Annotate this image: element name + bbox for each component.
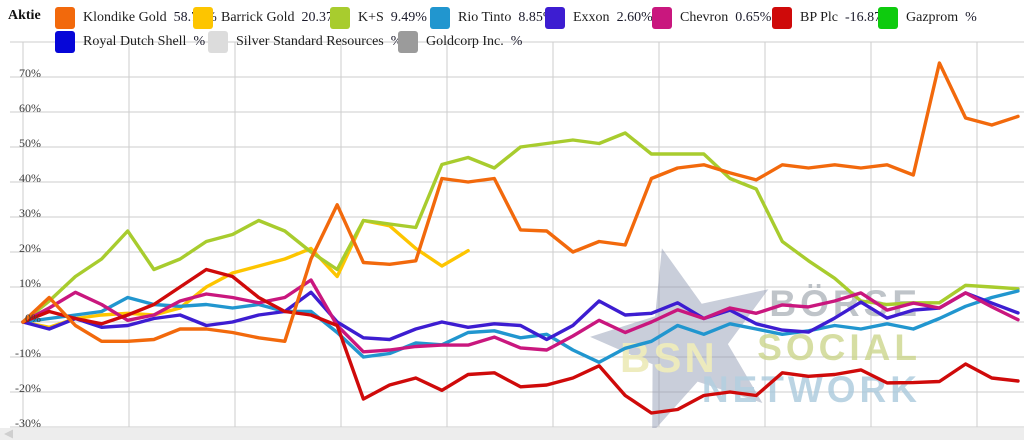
legend-swatch-rio-tinto	[430, 7, 450, 29]
legend-label: Silver Standard Resources	[236, 34, 384, 49]
y-tick-label: 50%	[19, 136, 41, 150]
bsn-star-logo	[590, 248, 769, 433]
legend-value: 9.49%	[390, 10, 427, 25]
horizontal-scrollbar[interactable]	[0, 428, 1024, 440]
legend-label: Klondike Gold	[83, 10, 167, 25]
legend-swatch-goldcorp-inc	[398, 31, 418, 53]
legend-item-barrick-gold: Barrick Gold 20.37%	[193, 6, 345, 30]
legend-label: Chevron	[680, 10, 729, 25]
series-line-klondike-gold	[21, 61, 1020, 343]
legend-item-rio-tinto: Rio Tinto 8.85%	[430, 6, 555, 30]
legend-label: Barrick Gold	[221, 10, 295, 25]
legend-swatch-chevron	[652, 7, 672, 29]
y-tick-label: 20%	[19, 241, 41, 255]
legend-swatch-klondike-gold	[55, 7, 75, 29]
legend-label: Gazprom	[906, 10, 959, 25]
series-line-rio-tinto	[21, 289, 1020, 364]
legend-value: %	[193, 34, 206, 49]
legend-value: %	[510, 34, 523, 49]
legend: Aktie Klondike Gold58.75%Barrick Gold20.…	[0, 0, 1024, 56]
series-line-barrick-gold	[21, 218, 470, 329]
scrollbar-left-arrow-icon[interactable]	[4, 429, 13, 439]
y-tick-label: 70%	[19, 66, 41, 80]
legend-item-gazprom: Gazprom%	[878, 6, 977, 30]
y-tick-label: 0%	[25, 311, 41, 325]
y-tick-label: -20%	[15, 381, 41, 395]
legend-swatch-k-s	[330, 7, 350, 29]
legend-swatch-bp-plc	[772, 7, 792, 29]
legend-value: %	[965, 10, 977, 25]
y-axis-labels: 70% 60% 50% 40% 30% 20% 10% 0% -10% -20% -30%	[15, 66, 41, 430]
legend-swatch-silver-standard-resources	[208, 31, 228, 53]
legend-label: Exxon	[573, 10, 610, 25]
legend-value: %	[390, 34, 403, 49]
legend-label: K+S	[358, 10, 384, 25]
legend-swatch-gazprom	[878, 7, 898, 29]
legend-item-bp-plc: BP Plc -16.87%	[772, 6, 893, 30]
watermark-bsn: BSN	[620, 334, 718, 381]
y-tick-label: 10%	[19, 276, 41, 290]
watermark: BSN BÖRSE SOCIAL NETWORK	[590, 248, 917, 433]
y-tick-label: 30%	[19, 206, 41, 220]
legend-value: 2.60%	[616, 10, 653, 25]
series-line-chevron	[21, 278, 1020, 354]
y-tick-label: 60%	[19, 101, 41, 115]
series-line-k-s	[21, 131, 1020, 324]
legend-swatch-royal-dutch-shell	[55, 31, 75, 53]
legend-title: Aktie	[8, 8, 41, 23]
y-tick-label: -30%	[15, 416, 41, 430]
legend-label: Royal Dutch Shell	[83, 34, 187, 49]
series-line-exxon	[21, 290, 1020, 342]
legend-item-k-s: K+S 9.49%	[330, 6, 427, 30]
legend-label: Goldcorp Inc.	[426, 34, 504, 49]
y-tick-label: 40%	[19, 171, 41, 185]
legend-item-chevron: Chevron 0.65%	[652, 6, 771, 30]
series-layer	[21, 61, 1020, 415]
legend-label: Rio Tinto	[458, 10, 512, 25]
legend-item-goldcorp-inc: Goldcorp Inc.%	[398, 30, 522, 54]
grid-layer	[10, 41, 1024, 428]
legend-label: BP Plc	[800, 10, 838, 25]
legend-item-silver-standard-resources: Silver Standard Resources%	[208, 30, 402, 54]
y-tick-label: -10%	[15, 346, 41, 360]
legend-item-exxon: Exxon 2.60%	[545, 6, 653, 30]
legend-swatch-barrick-gold	[193, 7, 213, 29]
legend-item-royal-dutch-shell: Royal Dutch Shell%	[55, 30, 205, 54]
scrollbar-track[interactable]	[0, 428, 1024, 440]
legend-value: 0.65%	[735, 10, 772, 25]
series-line-bp-plc	[21, 267, 1020, 415]
legend-swatch-exxon	[545, 7, 565, 29]
